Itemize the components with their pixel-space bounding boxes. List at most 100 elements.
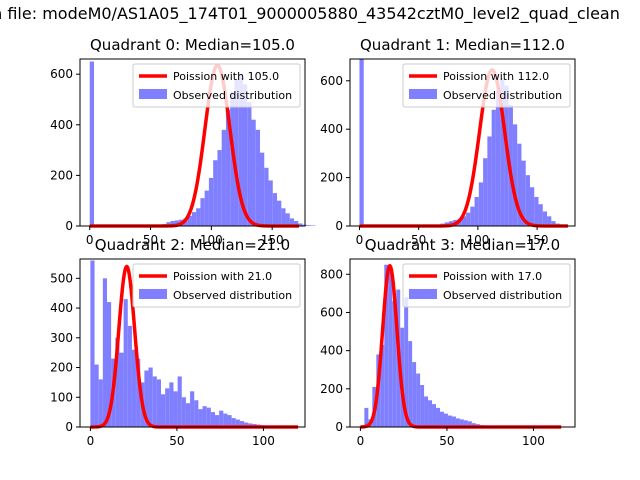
- histogram-bar: [298, 223, 303, 226]
- histogram-bar: [272, 193, 278, 226]
- histogram-bar: [127, 325, 132, 427]
- histogram-bar: [251, 119, 256, 226]
- histogram-bar: [221, 129, 226, 226]
- legend-box: [132, 63, 301, 108]
- y-tick-label: 200: [50, 168, 73, 182]
- histogram-bar: [204, 190, 209, 226]
- x-tick-label: 0: [86, 233, 94, 247]
- histogram-bar: [512, 124, 518, 226]
- histogram-bar: [404, 297, 409, 427]
- legend-box: [402, 263, 571, 308]
- histogram-bar: [440, 411, 444, 427]
- histogram-bar: [268, 180, 273, 226]
- histogram-bar: [190, 391, 195, 427]
- histogram-bar: [234, 79, 239, 226]
- histogram-bar: [225, 109, 231, 226]
- legend-label: Poission with 105.0: [173, 70, 279, 83]
- histogram-bar: [242, 84, 248, 226]
- histogram-bar: [196, 208, 201, 226]
- histogram-bar: [98, 379, 103, 427]
- histogram-bar: [416, 373, 421, 427]
- histogram-bar: [208, 177, 214, 226]
- histogram-bar: [247, 102, 252, 226]
- histogram-bar: [264, 167, 269, 226]
- histogram-bar: [115, 337, 120, 427]
- histogram-bar: [213, 160, 218, 226]
- histogram-bar: [89, 61, 94, 226]
- figure-suptitle: n file: modeM0/AS1A05_174T01_9000005880_…: [0, 4, 620, 23]
- histogram-bar: [466, 212, 471, 226]
- histogram-bar: [547, 216, 552, 226]
- observed-histogram: [89, 61, 316, 226]
- x-tick-label: 150: [526, 233, 549, 247]
- histogram-bar: [551, 221, 556, 226]
- legend: Poission with 112.0 Observed distribution: [402, 63, 571, 108]
- x-tick-label: 100: [252, 434, 275, 448]
- histogram-bar: [424, 396, 429, 427]
- subplot-title: Quadrant 0: Median=105.0: [90, 36, 295, 54]
- histogram-bar: [491, 109, 496, 226]
- histogram-bar: [455, 418, 460, 427]
- legend-patch-swatch: [409, 289, 437, 299]
- y-tick-label: 400: [50, 118, 73, 132]
- histogram-bar: [235, 419, 240, 427]
- x-tick-label: 150: [261, 233, 284, 247]
- histogram-bar: [169, 382, 174, 427]
- histogram-bar: [107, 302, 112, 427]
- histogram-bar: [487, 136, 492, 226]
- histogram-bar: [384, 264, 389, 427]
- histogram-bar: [181, 397, 186, 427]
- histogram-bar: [238, 74, 243, 226]
- histogram-bar: [474, 196, 479, 226]
- histogram-bar: [166, 222, 171, 226]
- histogram-bar: [388, 268, 393, 427]
- histogram-bar: [471, 423, 476, 427]
- histogram-bar: [255, 129, 260, 226]
- legend-label: Observed distribution: [443, 89, 562, 102]
- histogram-bar: [467, 421, 472, 427]
- histogram-bar: [136, 358, 141, 427]
- legend-patch-swatch: [139, 89, 167, 99]
- x-tick-label: 100: [200, 233, 223, 247]
- histogram-bar: [191, 212, 197, 226]
- histogram-bar: [102, 278, 107, 427]
- x-tick-label: 0: [357, 434, 365, 448]
- axes-frame: [349, 58, 576, 227]
- y-tick-label: 600: [50, 67, 73, 81]
- histogram-bar: [436, 407, 440, 427]
- y-tick-label: 0: [335, 219, 343, 233]
- histogram-bar: [530, 187, 535, 226]
- x-tick-label: 0: [356, 233, 364, 247]
- legend-label: Observed distribution: [173, 289, 292, 302]
- y-tick-label: 200: [50, 361, 73, 375]
- histogram-bar: [392, 301, 397, 427]
- legend-box: [132, 263, 301, 308]
- histogram-bar: [359, 59, 364, 226]
- y-tick-label: 100: [50, 390, 73, 404]
- x-tick-label: 0: [87, 434, 95, 448]
- histogram-bar: [306, 225, 312, 226]
- histogram-bar: [200, 198, 205, 226]
- histogram-bar: [165, 388, 170, 427]
- histogram-bar: [202, 406, 207, 427]
- histogram-bar: [260, 152, 265, 226]
- histogram-bar: [152, 376, 157, 427]
- histogram-bar: [206, 407, 211, 427]
- legend-label: Observed distribution: [173, 89, 292, 102]
- histogram-bar: [174, 220, 180, 226]
- subplot-title: Quadrant 3: Median=17.0: [365, 236, 560, 254]
- histogram-bar: [123, 299, 128, 427]
- histogram-bar: [187, 215, 192, 226]
- axes-frame: [79, 58, 306, 227]
- histogram-bar: [364, 407, 369, 427]
- histogram-bar: [500, 78, 505, 226]
- histogram-bar: [170, 220, 175, 226]
- histogram-bar: [144, 370, 149, 427]
- y-tick-label: 0: [335, 420, 343, 434]
- histogram-bar: [131, 349, 137, 427]
- subplot-0: 0 50 100 150 0 200 400 600 Quadrant 0: Median=10…: [50, 36, 316, 247]
- y-tick-label: 600: [320, 74, 343, 88]
- histogram-bar: [90, 260, 95, 427]
